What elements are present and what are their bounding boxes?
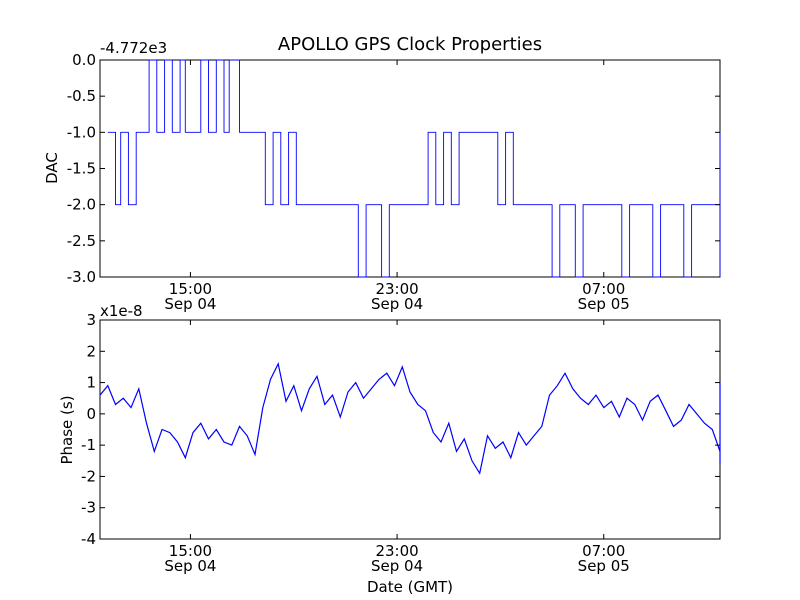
dac-ytick-label: 0.0 <box>72 51 96 69</box>
phase-series <box>99 361 721 475</box>
dac-xtick-time: 07:00 <box>582 280 625 298</box>
phase-series-line <box>99 361 721 475</box>
phase-ytick-label: 2 <box>86 342 96 360</box>
dac-series <box>107 59 721 278</box>
dac-ytick-label: -2.0 <box>67 196 96 214</box>
phase-ytick-label: -2 <box>81 467 96 485</box>
phase-ytick-label: 0 <box>86 405 96 423</box>
phase-ytick-label: 3 <box>86 311 96 329</box>
dac-series-line <box>107 59 721 278</box>
phase-offset-label: x1e-8 <box>100 302 143 320</box>
phase-xtick-date: Sep 05 <box>578 557 630 575</box>
dac-ytick-label: -0.5 <box>67 87 96 105</box>
phase-ytick-label: -4 <box>81 530 96 548</box>
phase-ytick-label: 1 <box>86 374 96 392</box>
dac-xtick-date: Sep 04 <box>371 295 423 313</box>
phase-ytick-label: -3 <box>81 499 96 517</box>
dac-plot-frame <box>99 59 721 278</box>
phase-xlabel: Date (GMT) <box>367 578 453 596</box>
dac-xtick-date: Sep 05 <box>578 295 630 313</box>
chart-title: APOLLO GPS Clock Properties <box>278 34 542 55</box>
dac-ytick-label: -1.0 <box>67 123 96 141</box>
dac-offset-label: -4.772e3 <box>100 39 167 57</box>
phase-xtick-time: 15:00 <box>169 542 212 560</box>
phase-xtick-date: Sep 04 <box>371 557 423 575</box>
phase-plot-frame <box>99 319 721 540</box>
phase-ylabel: Phase (s) <box>58 395 76 464</box>
phase-xtick-time: 07:00 <box>582 542 625 560</box>
dac-xtick-date: Sep 04 <box>164 295 216 313</box>
dac-ytick-label: -1.5 <box>67 160 96 178</box>
phase-xtick-time: 23:00 <box>375 542 418 560</box>
dac-ytick-label: -2.5 <box>67 232 96 250</box>
dac-ylabel: DAC <box>43 152 61 184</box>
dac-xtick-time: 23:00 <box>375 280 418 298</box>
phase-xtick-date: Sep 04 <box>164 557 216 575</box>
dac-xtick-time: 15:00 <box>169 280 212 298</box>
dac-ytick-label: -3.0 <box>67 268 96 286</box>
phase-ytick-label: -1 <box>81 436 96 454</box>
